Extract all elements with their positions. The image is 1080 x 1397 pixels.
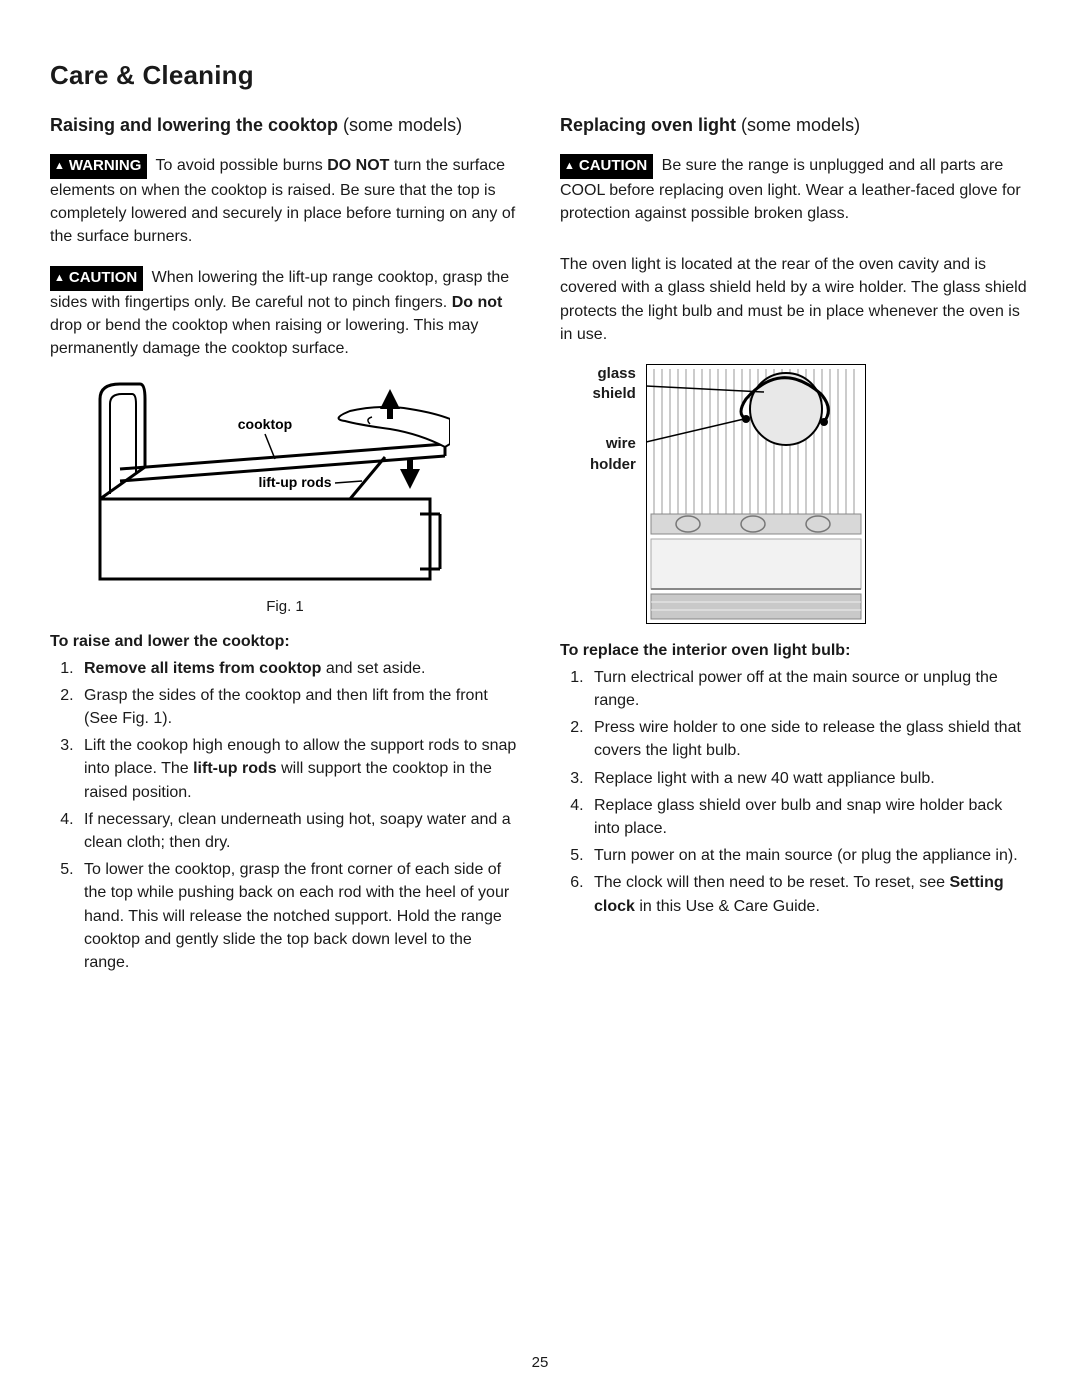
fig2-glass-label: glass (590, 364, 636, 384)
right-steps: Turn electrical power off at the main so… (560, 666, 1030, 918)
left-step-5: To lower the cooktop, grasp the front co… (78, 858, 520, 974)
right-subhead: Replacing oven light (some models) (560, 115, 1030, 136)
caution-text-c: drop or bend the cooktop when raising or… (50, 317, 478, 357)
warn-text-a: To avoid possible burns (151, 157, 327, 174)
right-subhead-light: (some models) (736, 115, 860, 135)
warning-badge: WARNING (50, 154, 147, 179)
fig1-caption: Fig. 1 (50, 598, 520, 615)
right-caution-para: CAUTION Be sure the range is unplugged a… (560, 154, 1030, 225)
oven-light-diagram (646, 364, 866, 624)
right-list-head: To replace the interior oven light bulb: (560, 642, 1030, 660)
left-step-1: Remove all items from cooktop and set as… (78, 657, 520, 680)
fig1-cooktop-label: cooktop (238, 416, 292, 432)
left-steps: Remove all items from cooktop and set as… (50, 657, 520, 974)
right-step-3: Replace light with a new 40 watt applian… (588, 767, 1030, 790)
page: Care & Cleaning Raising and lowering the… (0, 0, 1080, 1397)
left-step-4: If necessary, clean underneath using hot… (78, 808, 520, 854)
fig1-rods-label: lift-up rods (258, 474, 331, 490)
fig2-holder-label: holder (590, 455, 636, 475)
warn-text-b: DO NOT (327, 157, 389, 174)
right-step-5: Turn power on at the main source (or plu… (588, 844, 1030, 867)
left-list-head: To raise and lower the cooktop: (50, 633, 520, 651)
fig2-wire-label: wire (590, 434, 636, 454)
left-warning-para: WARNING To avoid possible burns DO NOT t… (50, 154, 520, 248)
content-columns: Raising and lowering the cooktop (some m… (50, 115, 1030, 978)
left-step-3: Lift the cookop high enough to allow the… (78, 734, 520, 804)
caution-badge-2: CAUTION (560, 154, 653, 179)
right-step-1: Turn electrical power off at the main so… (588, 666, 1030, 712)
right-para-2: The oven light is located at the rear of… (560, 253, 1030, 346)
left-subhead-light: (some models) (338, 115, 462, 135)
right-subhead-bold: Replacing oven light (560, 115, 736, 135)
right-column: Replacing oven light (some models) CAUTI… (560, 115, 1030, 978)
caution-badge: CAUTION (50, 266, 143, 291)
right-step-4: Replace glass shield over bulb and snap … (588, 794, 1030, 840)
left-subhead: Raising and lowering the cooktop (some m… (50, 115, 520, 136)
left-caution-para: CAUTION When lowering the lift-up range … (50, 266, 520, 360)
page-number: 25 (0, 1354, 1080, 1371)
right-step-2: Press wire holder to one side to release… (588, 716, 1030, 762)
caution-text-b: Do not (452, 294, 503, 311)
left-column: Raising and lowering the cooktop (some m… (50, 115, 520, 978)
figure-2: glass shield wire holder (590, 364, 1030, 624)
right-step-6: The clock will then need to be reset. To… (588, 871, 1030, 917)
left-subhead-bold: Raising and lowering the cooktop (50, 115, 338, 135)
left-step-2: Grasp the sides of the cooktop and then … (78, 684, 520, 730)
page-title: Care & Cleaning (50, 60, 1030, 91)
fig2-shield-label: shield (590, 384, 636, 404)
fig2-labels: glass shield wire holder (590, 364, 636, 475)
figure-1: cooktop lift-up rods Fig. 1 (50, 379, 520, 615)
cooktop-diagram: cooktop lift-up rods (50, 379, 450, 589)
